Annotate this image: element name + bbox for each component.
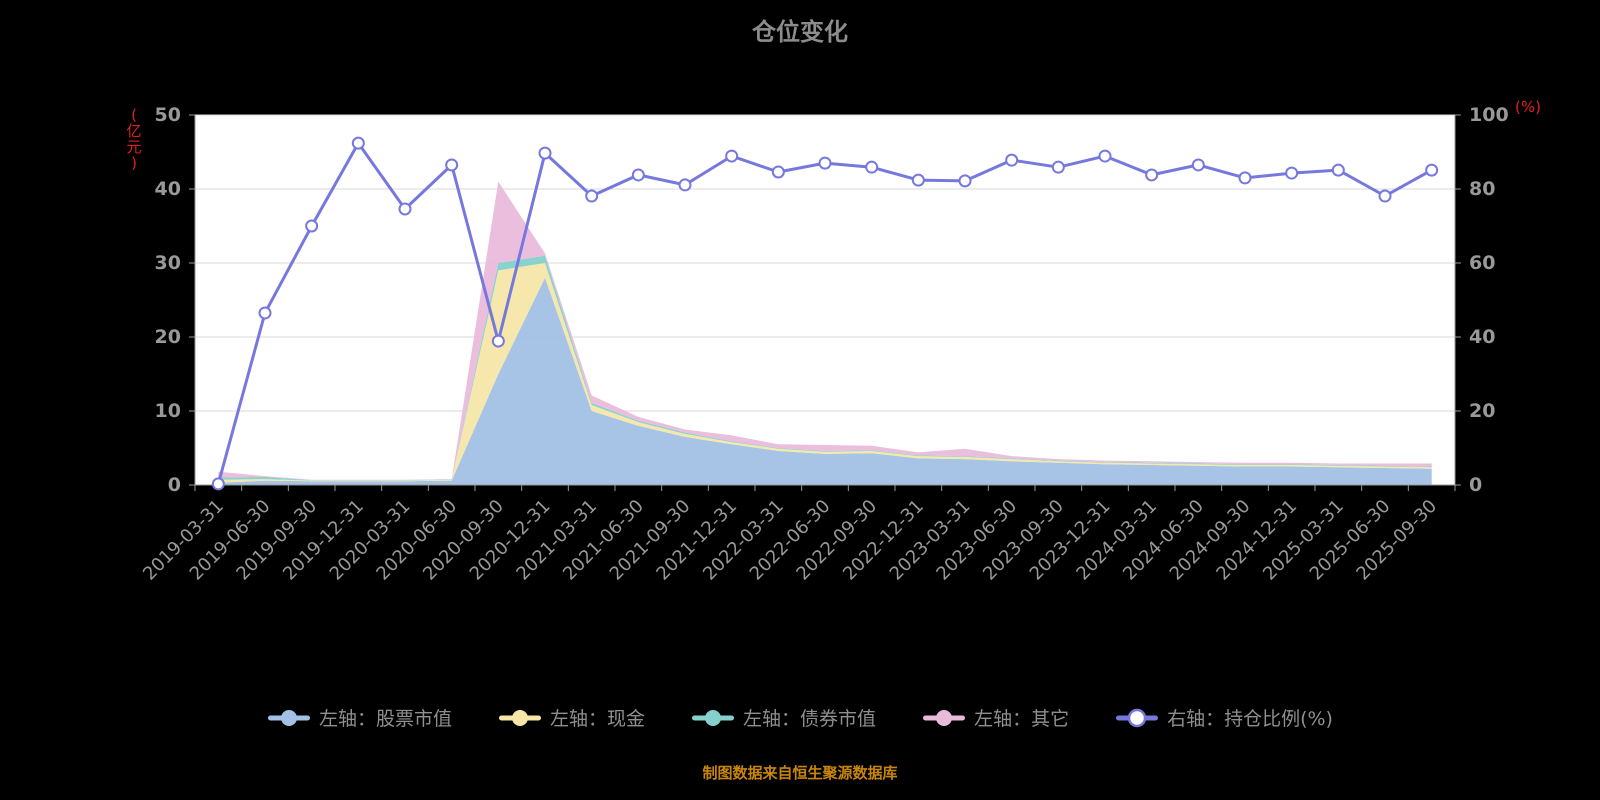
ratio-line-marker [678, 178, 692, 192]
left-axis-tick-label: 50 [155, 104, 181, 126]
ratio-line-marker [585, 189, 599, 203]
plot-background [195, 115, 1455, 485]
ratio-line-marker [258, 306, 272, 320]
ratio-line-marker [1238, 171, 1252, 185]
legend-marker-icon [499, 709, 542, 726]
legend-item-0[interactable]: 左轴：股票市值 [267, 704, 452, 731]
right-axis-tick-label: 40 [1469, 326, 1495, 348]
ratio-line-marker [1331, 163, 1345, 177]
area-series-3 [218, 181, 1432, 481]
chart-legend: 左轴：股票市值 左轴：现金 左轴：债券市值 左轴：其它 右轴：持仓比例(%) [0, 704, 1600, 731]
ratio-line-marker [351, 136, 365, 150]
right-axis-tick-label: 80 [1469, 178, 1495, 200]
area-series-0 [218, 277, 1432, 485]
legend-label: 左轴：债券市值 [743, 708, 877, 730]
left-axis-unit-label: (亿元) [126, 106, 141, 172]
ratio-line-marker [1425, 163, 1439, 177]
ratio-line-marker [1285, 166, 1299, 180]
legend-marker-icon [923, 709, 966, 726]
legend-label: 右轴：持仓比例(%) [1167, 708, 1333, 730]
ratio-line-marker [818, 156, 832, 170]
ratio-line-marker [1191, 158, 1205, 172]
left-axis-tick-label: 10 [155, 400, 181, 422]
data-source-note: 制图数据来自恒生聚源数据库 [702, 764, 898, 782]
ratio-line-marker [631, 168, 645, 182]
legend-label: 左轴：股票市值 [319, 708, 453, 730]
ratio-line-marker [211, 477, 225, 491]
chart-title: 仓位变化 [752, 18, 848, 46]
ratio-line-marker [865, 160, 879, 174]
ratio-line-marker [1145, 168, 1159, 182]
ratio-line-marker [725, 149, 739, 163]
right-axis-tick-label: 60 [1469, 252, 1495, 274]
ratio-line-marker [305, 219, 319, 233]
left-axis-tick-label: 20 [155, 326, 181, 348]
ratio-line-marker [958, 174, 972, 188]
legend-marker-icon [1116, 708, 1159, 727]
right-axis-tick-label: 20 [1469, 400, 1495, 422]
legend-item-2[interactable]: 左轴：债券市值 [691, 704, 876, 731]
legend-item-1[interactable]: 左轴：现金 [498, 704, 645, 731]
ratio-line-marker [1378, 189, 1392, 203]
ratio-line-marker [771, 165, 785, 179]
right-axis-unit-label: (%) [1515, 98, 1541, 116]
left-axis-tick-label: 40 [155, 178, 181, 200]
right-axis-tick-label: 0 [1469, 474, 1482, 496]
legend-item-4[interactable]: 右轴：持仓比例(%) [1115, 704, 1333, 731]
right-axis-tick-label: 100 [1469, 104, 1509, 126]
ratio-line-marker [1051, 160, 1065, 174]
legend-item-3[interactable]: 左轴：其它 [922, 704, 1069, 731]
left-axis-tick-label: 0 [168, 474, 181, 496]
ratio-line-marker [398, 202, 412, 216]
ratio-line-marker [538, 146, 552, 160]
legend-marker-icon [692, 709, 735, 726]
ratio-line-marker [1098, 149, 1112, 163]
ratio-line-marker [1005, 153, 1019, 167]
ratio-line-marker [491, 334, 505, 348]
ratio-line-marker [911, 173, 925, 187]
legend-marker-icon [268, 709, 311, 726]
left-axis-tick-label: 30 [155, 252, 181, 274]
area-series-1 [218, 263, 1432, 483]
legend-label: 左轴：其它 [974, 708, 1070, 730]
legend-label: 左轴：现金 [550, 708, 646, 730]
ratio-line-marker [445, 158, 459, 172]
